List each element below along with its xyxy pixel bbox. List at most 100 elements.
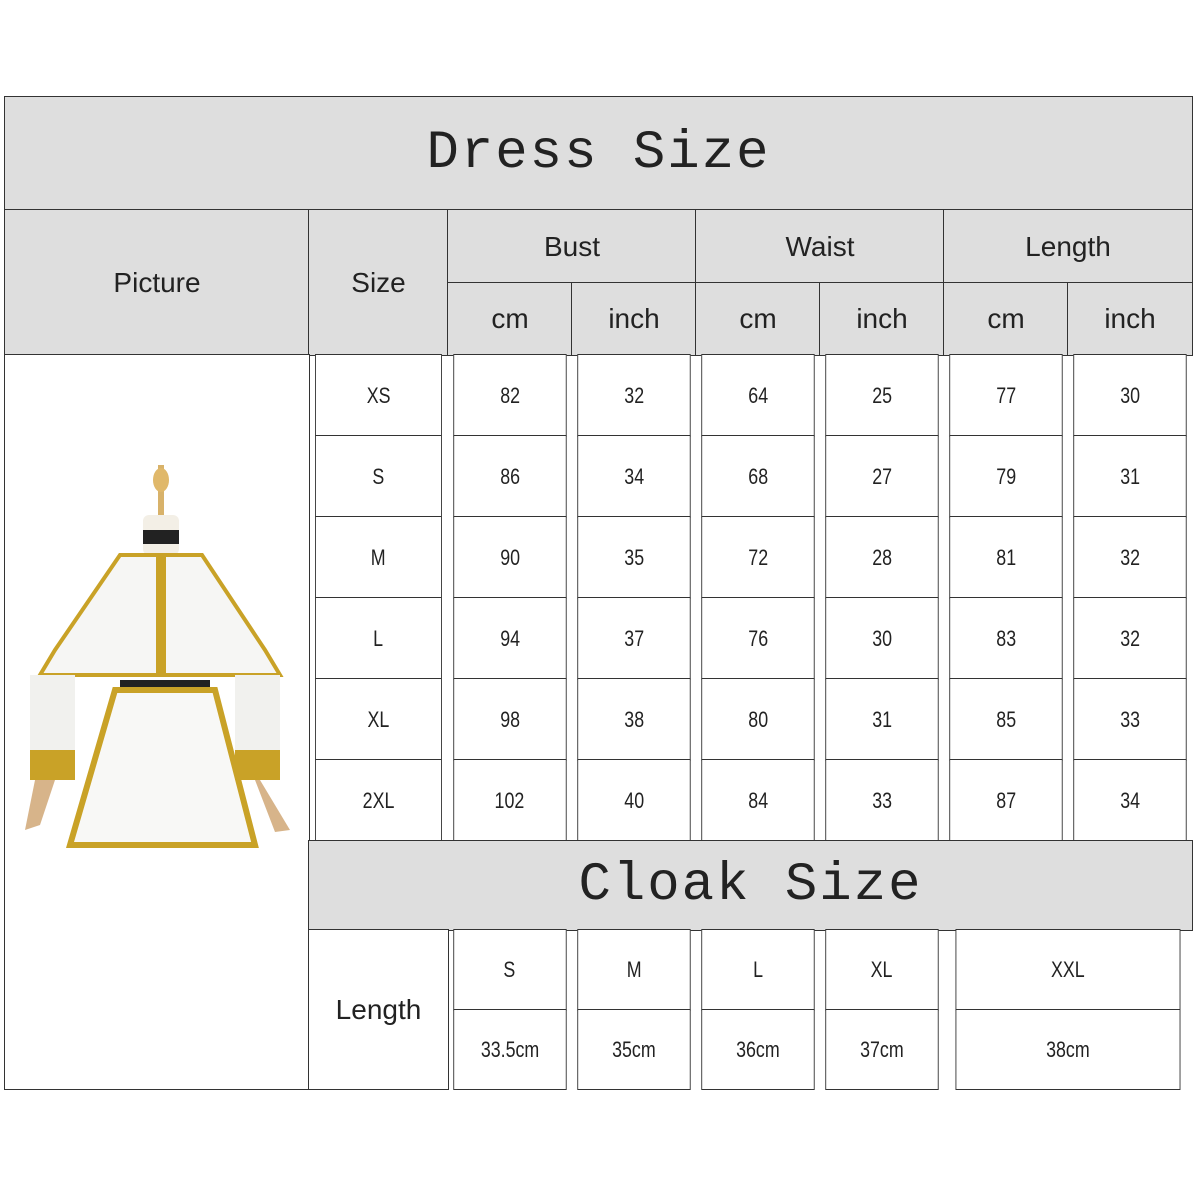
measurement-cell: 30 (825, 597, 939, 680)
size-header: Size (308, 209, 449, 356)
measurement-cell: 68 (701, 435, 815, 518)
measurement-cell: 85 (949, 678, 1063, 761)
size-cell: XS (315, 354, 442, 437)
cloak-size-title-text: Cloak Size (578, 855, 923, 916)
measurement-cell: 98 (453, 678, 567, 761)
cloak-length-cell: 33.5cm (453, 1009, 567, 1090)
unit-header: cm (695, 282, 821, 356)
size-cell-text: L (373, 625, 384, 651)
size-cell-text: M (371, 544, 386, 570)
size-cell: M (315, 516, 442, 599)
measurement-cell-text: 30 (872, 625, 892, 651)
cloak-length-cell: 37cm (825, 1009, 939, 1090)
unit-header-text: inch (608, 303, 660, 334)
measurement-cell: 82 (453, 354, 567, 437)
measurement-cell-text: 82 (500, 382, 520, 408)
measurement-cell: 80 (701, 678, 815, 761)
measurement-cell-text: 83 (996, 625, 1016, 651)
unit-header: inch (571, 282, 697, 356)
measurement-cell-text: 86 (500, 463, 520, 489)
unit-header: inch (1067, 282, 1193, 356)
dress-size-title: Dress Size (4, 96, 1193, 211)
measurement-cell: 31 (1073, 435, 1187, 518)
measurement-cell: 34 (1073, 759, 1187, 842)
group-header-text: Length (1025, 230, 1111, 262)
cloak-size-cell: S (453, 929, 567, 1011)
group-header-text: Waist (785, 230, 855, 262)
measurement-cell: 90 (453, 516, 567, 599)
measurement-cell: 28 (825, 516, 939, 599)
measurement-cell: 83 (949, 597, 1063, 680)
measurement-cell-text: 33 (872, 787, 892, 813)
size-cell-text: XS (366, 382, 391, 408)
measurement-cell-text: 32 (624, 382, 644, 408)
unit-header: inch (819, 282, 945, 356)
unit-header: cm (943, 282, 1069, 356)
measurement-cell-text: 25 (872, 382, 892, 408)
measurement-cell: 102 (453, 759, 567, 842)
measurement-cell-text: 80 (748, 706, 768, 732)
dress-size-title-text: Dress Size (426, 123, 771, 184)
cloak-length-cell-text: 33.5cm (480, 1036, 540, 1062)
measurement-cell: 77 (949, 354, 1063, 437)
measurement-cell-text: 87 (996, 787, 1016, 813)
measurement-cell: 33 (1073, 678, 1187, 761)
measurement-cell-text: 94 (500, 625, 520, 651)
measurement-cell-text: 38 (624, 706, 644, 732)
cloak-size-cell-text: XXL (1051, 957, 1085, 982)
measurement-cell-text: 68 (748, 463, 768, 489)
measurement-cell: 27 (825, 435, 939, 518)
picture-header-text: Picture (113, 266, 201, 298)
measurement-cell-text: 90 (500, 544, 520, 570)
size-cell: XL (315, 678, 442, 761)
measurement-cell-text: 34 (624, 463, 644, 489)
measurement-cell: 84 (701, 759, 815, 842)
measurement-cell: 33 (825, 759, 939, 842)
measurement-cell-text: 76 (748, 625, 768, 651)
measurement-cell-text: 27 (872, 463, 892, 489)
measurement-cell-text: 37 (624, 625, 644, 651)
measurement-cell-text: 79 (996, 463, 1016, 489)
measurement-cell: 81 (949, 516, 1063, 599)
group-header: Bust (447, 209, 697, 284)
cloak-size-cell: XXL (955, 929, 1181, 1011)
size-cell-text: XL (367, 706, 390, 732)
dress-picture (25, 465, 290, 848)
measurement-cell-text: 35 (624, 544, 644, 570)
size-cell-text: S (372, 463, 385, 489)
measurement-cell: 38 (577, 678, 691, 761)
cloak-size-cell: L (701, 929, 815, 1011)
size-cell: L (315, 597, 442, 680)
measurement-cell-text: 102 (495, 787, 525, 813)
measurement-cell-text: 72 (748, 544, 768, 570)
unit-header-text: inch (856, 303, 908, 334)
measurement-cell-text: 31 (872, 706, 892, 732)
cloak-size-cell: XL (825, 929, 939, 1011)
measurement-cell-text: 81 (996, 544, 1016, 570)
cloak-size-cell-text: L (753, 957, 763, 982)
cloak-size-cell-text: XL (871, 957, 893, 982)
measurement-cell: 32 (1073, 516, 1187, 599)
measurement-cell-text: 64 (748, 382, 768, 408)
measurement-cell: 32 (1073, 597, 1187, 680)
cloak-length-cell: 38cm (955, 1009, 1181, 1090)
measurement-cell: 64 (701, 354, 815, 437)
cloak-length-cell-text: 36cm (736, 1036, 780, 1062)
cloak-size-cell: M (577, 929, 691, 1011)
measurement-cell: 72 (701, 516, 815, 599)
unit-header-text: cm (739, 303, 777, 334)
group-header: Length (943, 209, 1193, 284)
measurement-cell-text: 84 (748, 787, 768, 813)
measurement-cell-text: 34 (1120, 787, 1140, 813)
size-header-text: Size (351, 266, 406, 298)
measurement-cell: 34 (577, 435, 691, 518)
picture-header: Picture (4, 209, 310, 356)
unit-header-text: cm (987, 303, 1025, 334)
measurement-cell: 37 (577, 597, 691, 680)
unit-header-text: inch (1104, 303, 1156, 334)
measurement-cell: 25 (825, 354, 939, 437)
unit-header-text: cm (491, 303, 529, 334)
measurement-cell: 40 (577, 759, 691, 842)
cloak-length-cell-text: 38cm (1046, 1036, 1090, 1062)
measurement-cell: 35 (577, 516, 691, 599)
